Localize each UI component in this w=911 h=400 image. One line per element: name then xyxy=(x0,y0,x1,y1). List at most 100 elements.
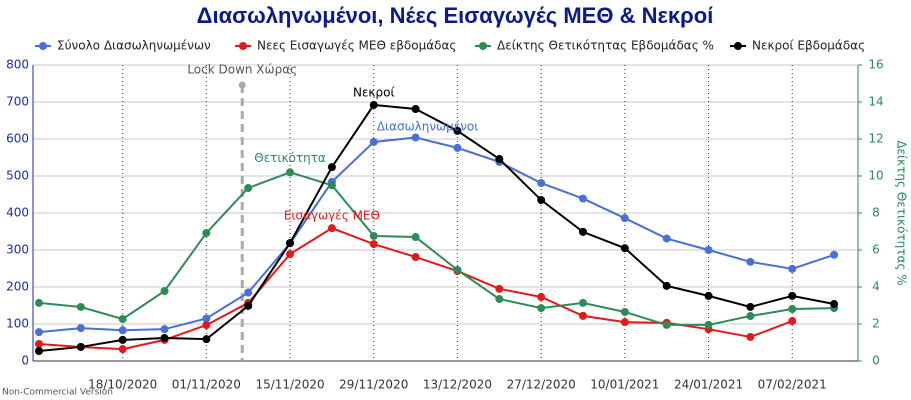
legend-dot xyxy=(39,42,47,50)
series-line xyxy=(38,103,835,353)
data-point xyxy=(495,295,504,304)
series-line xyxy=(38,171,835,326)
data-point xyxy=(788,291,797,300)
legend-dot xyxy=(239,42,247,50)
footer: Non-Commercial Version xyxy=(2,388,113,398)
legend-label: Νεκροί Εβδομάδας xyxy=(752,39,865,53)
y-tick-label: 100 xyxy=(6,317,29,331)
data-point xyxy=(662,320,671,329)
y2-tick-label: 0 xyxy=(872,354,880,368)
data-point xyxy=(537,196,546,205)
data-point xyxy=(369,100,378,109)
x-tick-label: 24/01/2021 xyxy=(674,378,743,392)
data-point xyxy=(704,246,713,254)
data-point xyxy=(788,305,797,314)
y2-tick-label: 10 xyxy=(868,169,883,183)
data-point xyxy=(76,324,85,333)
lockdown-dot xyxy=(238,81,246,89)
x-tick-label: 27/12/2020 xyxy=(507,378,576,392)
data-point xyxy=(746,302,755,311)
y2-tick-label: 16 xyxy=(868,58,883,72)
data-point xyxy=(369,137,378,146)
x-tick-label: 15/11/2020 xyxy=(255,378,324,392)
annotation: Νεκροί xyxy=(353,85,395,99)
data-point xyxy=(118,335,127,344)
series-line xyxy=(38,136,835,334)
x-tick-label: 18/10/2020 xyxy=(88,378,157,392)
data-point xyxy=(704,291,713,300)
data-point xyxy=(411,133,420,142)
data-point xyxy=(746,312,755,321)
data-point xyxy=(160,287,169,296)
data-point xyxy=(579,194,587,203)
data-point xyxy=(118,345,127,354)
data-point xyxy=(453,265,462,274)
data-point xyxy=(704,320,713,329)
data-point xyxy=(327,163,336,172)
data-point xyxy=(369,240,378,249)
x-tick-label: 07/02/2021 xyxy=(758,378,827,392)
lockdown-label: Lock Down Χώρας xyxy=(187,63,297,77)
data-point xyxy=(34,339,43,348)
data-point xyxy=(160,325,169,334)
data-point xyxy=(160,334,169,343)
data-point xyxy=(202,321,211,330)
data-point xyxy=(369,231,378,240)
data-point xyxy=(286,238,295,247)
annotation: Διασωληνωμένοι xyxy=(377,120,479,134)
data-point xyxy=(327,224,336,233)
chart-title: Διασωληνωμένοι, Νέες Εισαγωγές ΜΕΘ & Νεκ… xyxy=(197,3,714,28)
data-point xyxy=(411,233,420,242)
legend-label: Δείκτης Θετικότητας Εβδομάδας % xyxy=(497,39,714,53)
data-point xyxy=(286,168,295,177)
data-point xyxy=(244,301,253,310)
y2-tick-label: 12 xyxy=(868,132,883,146)
data-point xyxy=(579,227,587,236)
data-point xyxy=(830,250,839,259)
data-point xyxy=(495,284,504,293)
data-point xyxy=(746,257,755,266)
data-point xyxy=(662,281,671,290)
data-point xyxy=(202,335,211,344)
data-point xyxy=(495,154,504,163)
data-point xyxy=(620,307,629,316)
y-tick-label: 200 xyxy=(6,280,29,294)
data-point xyxy=(662,234,671,243)
data-point xyxy=(788,264,797,273)
y2-tick-label: 6 xyxy=(872,243,880,257)
y2-axis-label: Δείκτης Θετικότητας % xyxy=(895,140,909,285)
data-point xyxy=(620,244,629,253)
y-tick-label: 0 xyxy=(21,354,29,368)
legend-dot xyxy=(479,42,487,50)
data-point xyxy=(76,342,85,351)
x-tick-label: 10/01/2021 xyxy=(590,378,659,392)
data-point xyxy=(202,314,211,323)
data-point xyxy=(118,315,127,324)
data-point xyxy=(453,126,462,135)
y-tick-label: 300 xyxy=(6,243,29,257)
data-point xyxy=(34,328,43,337)
legend-label: Νεες Εισαγωγές ΜΕΘ εβδομάδας xyxy=(257,39,456,53)
annotation: Εισαγωγές ΜΕΘ xyxy=(284,208,380,222)
x-tick-label: 13/12/2020 xyxy=(423,378,492,392)
data-point xyxy=(620,214,629,223)
data-point xyxy=(411,105,420,114)
data-point xyxy=(537,179,546,188)
data-point xyxy=(537,304,546,313)
y2-tick-label: 2 xyxy=(872,317,880,331)
data-point xyxy=(202,228,211,237)
data-point xyxy=(579,311,587,320)
y2-tick-label: 4 xyxy=(872,280,880,294)
x-tick-label: 29/11/2020 xyxy=(339,378,408,392)
annotation: Θετικότητα xyxy=(254,151,326,165)
data-point xyxy=(830,300,839,309)
y-tick-label: 500 xyxy=(6,169,29,183)
data-point xyxy=(411,253,420,262)
data-point xyxy=(746,332,755,341)
data-point xyxy=(453,143,462,152)
y2-tick-label: 8 xyxy=(872,206,880,220)
y-tick-label: 700 xyxy=(6,95,29,109)
data-point xyxy=(579,298,587,307)
data-point xyxy=(788,317,797,326)
